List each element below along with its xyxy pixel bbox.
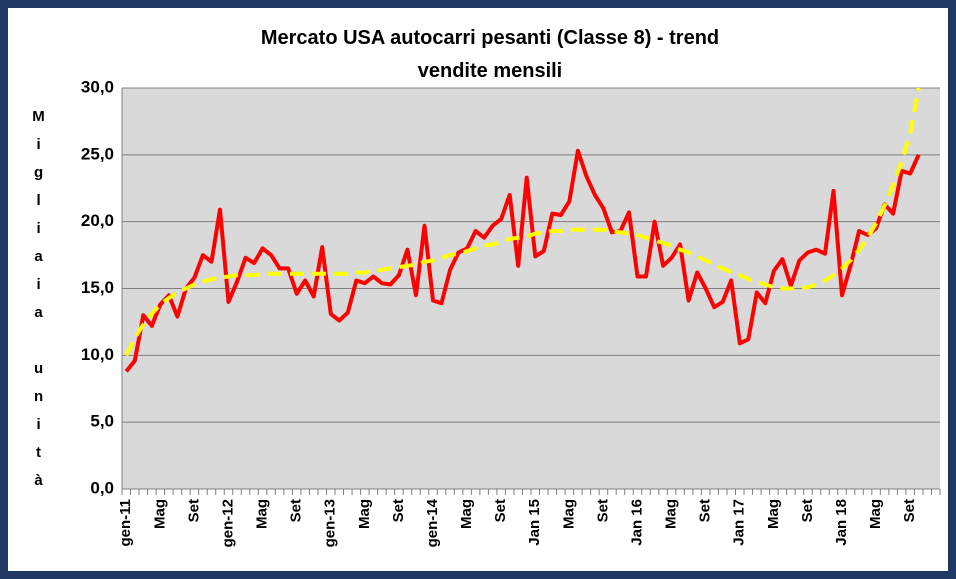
x-tick-label: Mag	[867, 499, 884, 529]
x-tick-label: gen-14	[424, 498, 441, 547]
x-tick-label: Mag	[151, 499, 168, 529]
x-tick-label: Jan 17	[731, 499, 748, 546]
y-tick-label: 20,0	[81, 211, 114, 230]
x-tick-label: Set	[185, 499, 202, 522]
y-tick-label: 15,0	[81, 278, 114, 297]
x-tick-label: Mag	[356, 499, 373, 529]
series-line	[124, 87, 921, 357]
x-tick-label: Mag	[765, 499, 782, 529]
x-tick-label: Jan 18	[833, 499, 850, 546]
y-tick-label: 10,0	[81, 345, 114, 364]
x-tick-label: Set	[799, 499, 816, 522]
x-tick-label: Jan 16	[628, 499, 645, 546]
x-tick-label: Mag	[254, 499, 271, 529]
y-tick-label: 5,0	[90, 412, 114, 431]
x-tick-label: Set	[390, 499, 407, 522]
x-tick-label: Mag	[458, 499, 475, 529]
x-tick-label: gen-13	[322, 499, 339, 547]
y-tick-label: 0,0	[90, 478, 114, 497]
x-tick-label: Set	[697, 499, 714, 522]
x-tick-label: Set	[901, 499, 918, 522]
x-tick-label: Set	[288, 499, 305, 522]
x-tick-label: Mag	[560, 499, 577, 529]
chart-title: Mercato USA autocarri pesanti (Classe 8)…	[260, 27, 720, 82]
y-tick-label: 25,0	[81, 144, 114, 163]
x-tick-label: gen-11	[117, 499, 134, 547]
x-tick-label: Jan 15	[526, 499, 543, 546]
x-tick-label: Set	[594, 499, 611, 522]
y-tick-label: 30,0	[81, 77, 114, 96]
series-line	[124, 148, 921, 373]
x-tick-label: Set	[492, 499, 509, 522]
y-axis-label: Migliaia unità	[30, 108, 47, 500]
x-tick-label: gen-12	[219, 499, 236, 547]
x-tick-label: Mag	[663, 499, 680, 529]
